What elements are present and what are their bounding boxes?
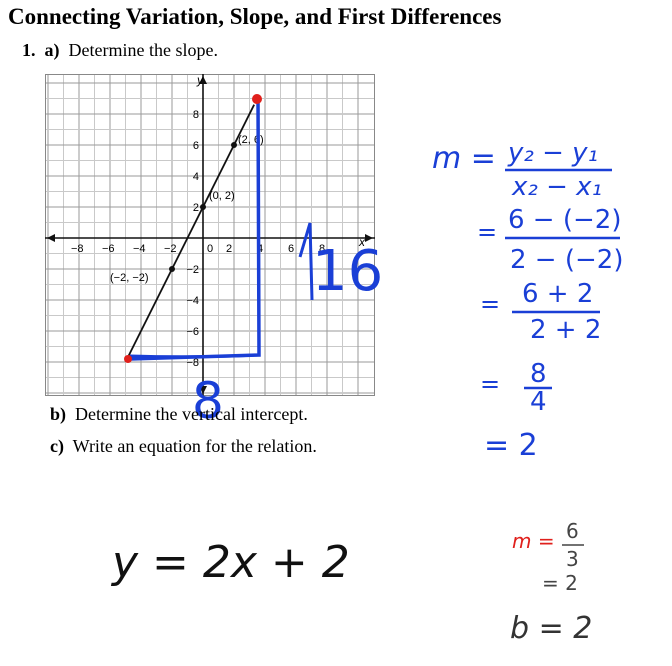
question-1c: c) Write an equation for the relation. bbox=[50, 436, 317, 457]
y-tick-label: 4 bbox=[193, 171, 199, 183]
y-tick-labels: 8 6 4 2 −2 −4 −6 −8 bbox=[186, 109, 199, 369]
fraction-numerator: 8 bbox=[530, 359, 547, 389]
question-1a: 1. a) Determine the slope. bbox=[22, 40, 218, 61]
marked-point bbox=[200, 204, 206, 210]
y-tick-label: 2 bbox=[193, 202, 199, 214]
y-axis-label: y bbox=[196, 74, 204, 87]
x-tick-label: 2 bbox=[226, 243, 232, 255]
rise-run-ink bbox=[129, 97, 261, 361]
x-axis-label: x bbox=[358, 235, 366, 249]
x-tick-label: −8 bbox=[71, 243, 84, 255]
y-tick-label: −2 bbox=[186, 264, 199, 276]
graph-grid bbox=[45, 74, 375, 396]
marked-point bbox=[169, 266, 175, 272]
graph-axes bbox=[45, 74, 375, 396]
part-c-text: Write an equation for the relation. bbox=[72, 436, 317, 456]
red-point-bottom bbox=[124, 355, 132, 363]
alt-denominator: 3 bbox=[566, 547, 579, 571]
x-tick-label: −4 bbox=[133, 243, 146, 255]
formula-m: m = bbox=[432, 141, 496, 176]
y-tick-label: −6 bbox=[186, 326, 199, 338]
run-annotation: 8 bbox=[192, 372, 224, 430]
x-tick-label: 0 bbox=[207, 243, 213, 255]
run-ink bbox=[129, 353, 259, 359]
equals-1: = bbox=[477, 218, 497, 246]
substitution-numerator: 6 − (−2) bbox=[508, 205, 621, 235]
part-a-letter: a) bbox=[44, 40, 60, 60]
y-tick-label: −8 bbox=[186, 357, 199, 369]
x-arrow-right bbox=[365, 234, 373, 242]
x-arrow-left bbox=[47, 234, 55, 242]
question-1b: b) Determine the vertical intercept. bbox=[50, 404, 308, 425]
y-tick-label: 8 bbox=[193, 109, 199, 121]
fraction-denominator: 4 bbox=[530, 387, 547, 417]
y-arrow-up bbox=[199, 76, 207, 84]
part-c-letter: c) bbox=[50, 436, 64, 456]
page-title: Connecting Variation, Slope, and First D… bbox=[8, 4, 502, 29]
y-tick-label: 6 bbox=[193, 140, 199, 152]
alt-numerator: 6 bbox=[566, 519, 579, 543]
y-arrow-down bbox=[199, 386, 207, 394]
alt-result: = 2 bbox=[542, 571, 578, 595]
equals-2: = bbox=[480, 290, 500, 318]
part-b-text: Determine the vertical intercept. bbox=[75, 404, 308, 424]
point-label: (−2, −2) bbox=[110, 272, 149, 284]
final-equation: y = 2x + 2 bbox=[110, 537, 350, 588]
x-tick-label: −6 bbox=[102, 243, 115, 255]
intercept-value: b = 2 bbox=[510, 611, 592, 646]
sum-numerator: 6 + 2 bbox=[522, 279, 593, 309]
x-tick-label: −2 bbox=[164, 243, 177, 255]
slope-result: = 2 bbox=[484, 428, 538, 463]
y-tick-label: −4 bbox=[186, 295, 199, 307]
rise-annotation: 16 bbox=[312, 239, 383, 304]
equals-3: = bbox=[480, 370, 500, 398]
x-tick-label: 6 bbox=[288, 243, 294, 255]
x-tick-label: 8 bbox=[319, 243, 325, 255]
point-label: (0, 2) bbox=[209, 190, 235, 202]
marked-point bbox=[231, 142, 237, 148]
red-point-top bbox=[252, 94, 262, 104]
sixteen-one-stroke bbox=[298, 222, 314, 301]
question-number: 1. bbox=[22, 40, 36, 60]
substitution-denominator: 2 − (−2) bbox=[510, 245, 623, 275]
formula-denominator: x₂ − x₁ bbox=[511, 172, 602, 202]
part-b-letter: b) bbox=[50, 404, 67, 424]
alt-m-label: m = bbox=[512, 529, 555, 553]
part-a-text: Determine the slope. bbox=[68, 40, 218, 60]
graph-border bbox=[45, 74, 375, 396]
formula-numerator: y₂ − y₁ bbox=[507, 138, 598, 168]
sum-denominator: 2 + 2 bbox=[530, 315, 601, 345]
